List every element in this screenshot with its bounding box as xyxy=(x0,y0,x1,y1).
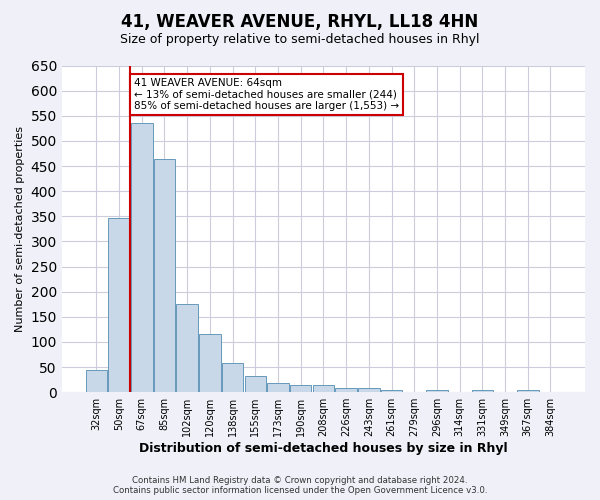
Bar xyxy=(199,334,221,392)
Bar xyxy=(313,384,334,392)
Bar xyxy=(222,363,244,392)
Bar xyxy=(131,124,152,392)
Bar xyxy=(472,390,493,392)
Bar xyxy=(108,218,130,392)
Bar xyxy=(335,388,357,392)
Bar xyxy=(154,160,175,392)
Text: Size of property relative to semi-detached houses in Rhyl: Size of property relative to semi-detach… xyxy=(120,32,480,46)
Bar xyxy=(267,383,289,392)
Bar xyxy=(176,304,198,392)
Bar xyxy=(86,370,107,392)
Bar xyxy=(245,376,266,392)
Y-axis label: Number of semi-detached properties: Number of semi-detached properties xyxy=(15,126,25,332)
Bar xyxy=(358,388,380,392)
Bar xyxy=(381,390,402,392)
X-axis label: Distribution of semi-detached houses by size in Rhyl: Distribution of semi-detached houses by … xyxy=(139,442,508,455)
Text: 41, WEAVER AVENUE, RHYL, LL18 4HN: 41, WEAVER AVENUE, RHYL, LL18 4HN xyxy=(121,12,479,30)
Bar xyxy=(517,390,539,392)
Text: Contains HM Land Registry data © Crown copyright and database right 2024.
Contai: Contains HM Land Registry data © Crown c… xyxy=(113,476,487,495)
Text: 41 WEAVER AVENUE: 64sqm
← 13% of semi-detached houses are smaller (244)
85% of s: 41 WEAVER AVENUE: 64sqm ← 13% of semi-de… xyxy=(134,78,399,112)
Bar xyxy=(426,390,448,392)
Bar xyxy=(290,385,311,392)
